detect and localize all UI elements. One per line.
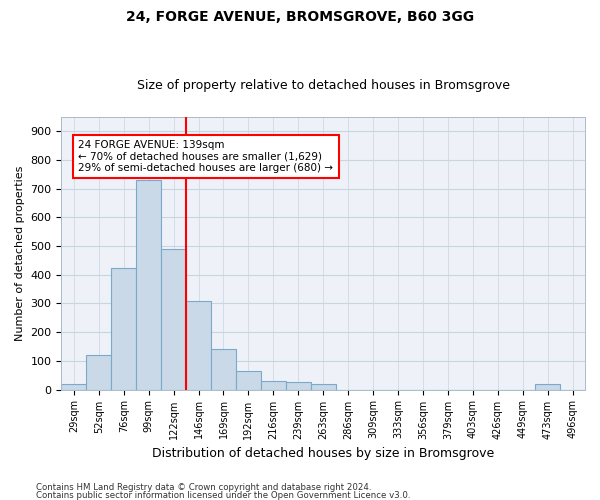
Bar — [186, 300, 211, 390]
Bar — [261, 381, 286, 390]
X-axis label: Distribution of detached houses by size in Bromsgrove: Distribution of detached houses by size … — [152, 447, 494, 460]
Text: 24 FORGE AVENUE: 139sqm
← 70% of detached houses are smaller (1,629)
29% of semi: 24 FORGE AVENUE: 139sqm ← 70% of detache… — [79, 140, 334, 173]
Y-axis label: Number of detached properties: Number of detached properties — [15, 166, 25, 341]
Text: 24, FORGE AVENUE, BROMSGROVE, B60 3GG: 24, FORGE AVENUE, BROMSGROVE, B60 3GG — [126, 10, 474, 24]
Bar — [535, 384, 560, 390]
Text: Contains public sector information licensed under the Open Government Licence v3: Contains public sector information licen… — [36, 491, 410, 500]
Text: Contains HM Land Registry data © Crown copyright and database right 2024.: Contains HM Land Registry data © Crown c… — [36, 484, 371, 492]
Bar — [111, 268, 136, 390]
Bar — [311, 384, 335, 390]
Bar — [211, 350, 236, 390]
Bar — [61, 384, 86, 390]
Bar — [136, 180, 161, 390]
Bar — [161, 249, 186, 390]
Bar — [236, 371, 261, 390]
Bar — [86, 355, 111, 390]
Bar — [286, 382, 311, 390]
Title: Size of property relative to detached houses in Bromsgrove: Size of property relative to detached ho… — [137, 79, 510, 92]
